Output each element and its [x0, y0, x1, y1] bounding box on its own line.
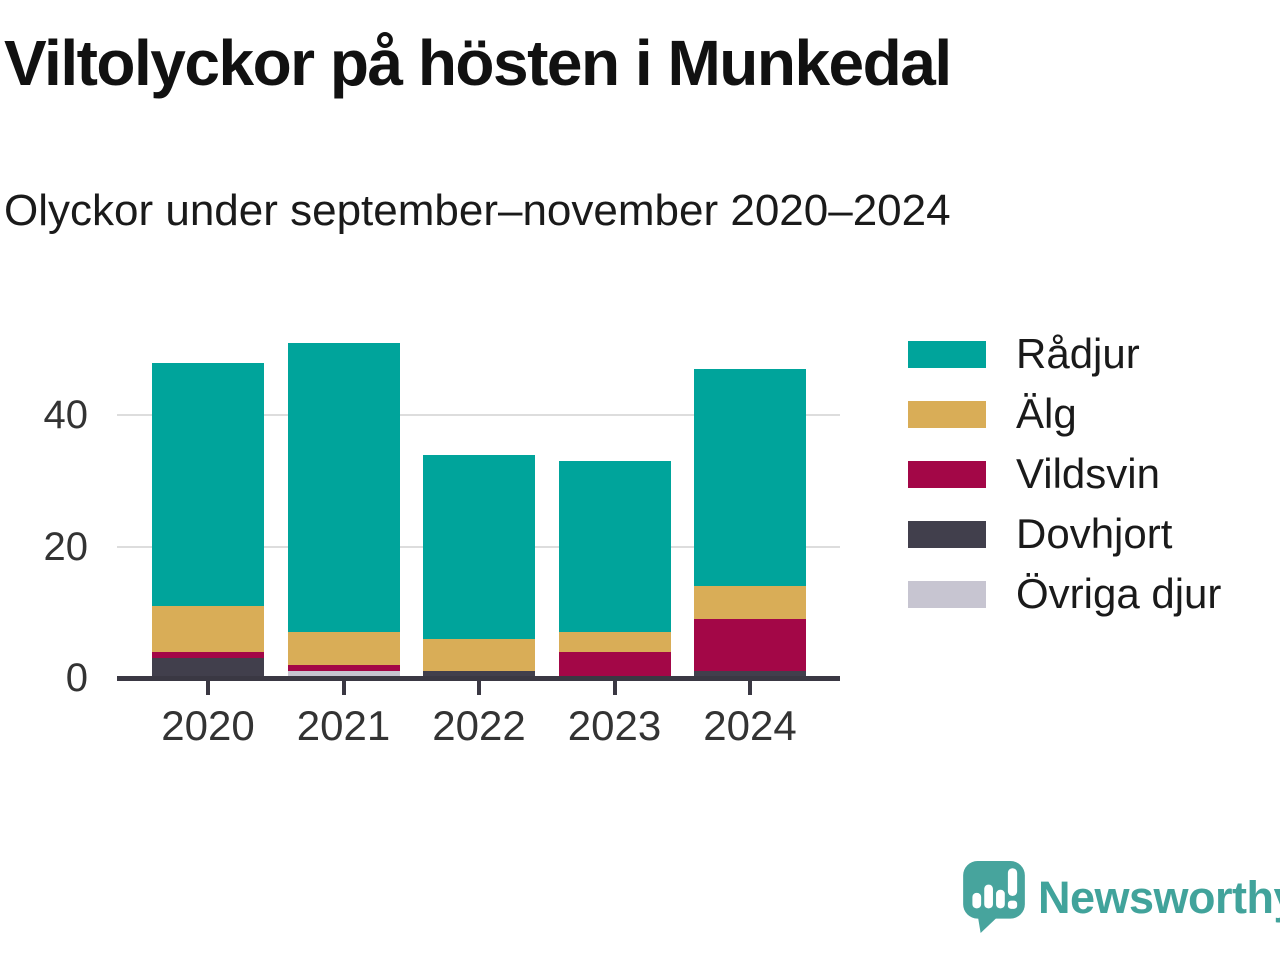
- legend-item-Rådjur: Rådjur: [908, 324, 1221, 384]
- legend-swatch: [908, 460, 986, 488]
- bar-segment-2023-Rådjur: [558, 461, 671, 632]
- bar-segment-2021-Vildsvin: [287, 664, 400, 672]
- bar-segment-2023-Älg: [558, 632, 671, 652]
- bar-segment-2023-Vildsvin: [558, 651, 671, 678]
- legend-label: Dovhjort: [1016, 510, 1173, 557]
- gridline-40: [117, 414, 840, 417]
- legend: Rådjur Älg Vildsvin Dovhjort Övriga djur: [908, 324, 1221, 624]
- x-axis-tick: [477, 681, 481, 695]
- legend-item-Vildsvin: Vildsvin: [908, 444, 1221, 504]
- bar-segment-2024-Älg: [694, 586, 806, 619]
- newsworthy-logo-icon: [963, 861, 1025, 933]
- legend-swatch: [908, 400, 986, 428]
- x-axis-tick: [748, 681, 752, 695]
- legend-label: Vildsvin: [1016, 450, 1160, 497]
- y-axis-tick-label: 0: [65, 656, 88, 700]
- x-axis-label-2023: 2023: [567, 702, 662, 749]
- bar-segment-2022-Rådjur: [423, 454, 535, 639]
- legend-label: Rådjur: [1016, 330, 1140, 377]
- bar-segment-2024-Vildsvin: [694, 618, 806, 672]
- x-axis-line: [117, 676, 840, 681]
- x-axis-tick: [206, 681, 210, 695]
- bar-segment-2021-Övriga djur: [287, 671, 400, 678]
- x-axis-tick: [612, 681, 617, 695]
- newsworthy-wordmark: Newsworthy: [1038, 872, 1280, 923]
- chart-title: Viltolyckor på hösten i Munkedal: [4, 27, 952, 99]
- bar-segment-2022-Älg: [423, 638, 535, 672]
- bar-segment-2022-Dovhjort: [423, 671, 535, 678]
- x-axis-tick: [341, 681, 346, 695]
- legend-item-Övriga djur: Övriga djur: [908, 564, 1221, 624]
- bar-segment-2020-Rådjur: [152, 362, 264, 606]
- legend-item-Älg: Älg: [908, 384, 1221, 444]
- bar-segment-2021-Älg: [287, 632, 400, 665]
- bar-segment-2020-Dovhjort: [152, 658, 264, 678]
- legend-swatch: [908, 520, 986, 548]
- bar-segment-2020-Vildsvin: [152, 651, 264, 659]
- legend-label: Älg: [1016, 390, 1077, 437]
- bar-segment-2024-Rådjur: [694, 369, 806, 586]
- bar-segment-2020-Älg: [152, 605, 264, 652]
- x-axis-label-2020: 2020: [161, 702, 255, 749]
- x-axis-label-2022: 2022: [432, 702, 526, 749]
- x-axis-label-2021: 2021: [296, 702, 391, 749]
- chart-subtitle: Olyckor under september–november 2020–20…: [4, 186, 951, 235]
- legend-swatch: [908, 580, 986, 608]
- bar-segment-2024-Dovhjort: [694, 671, 806, 678]
- bar-segment-2021-Rådjur: [287, 342, 400, 632]
- y-axis-tick-label: 40: [43, 393, 89, 438]
- legend-label: Övriga djur: [1016, 570, 1222, 617]
- y-axis-tick-label: 20: [43, 524, 89, 569]
- legend-item-Dovhjort: Dovhjort: [908, 504, 1221, 564]
- legend-swatch: [908, 340, 986, 368]
- x-axis-label-2024: 2024: [703, 702, 797, 749]
